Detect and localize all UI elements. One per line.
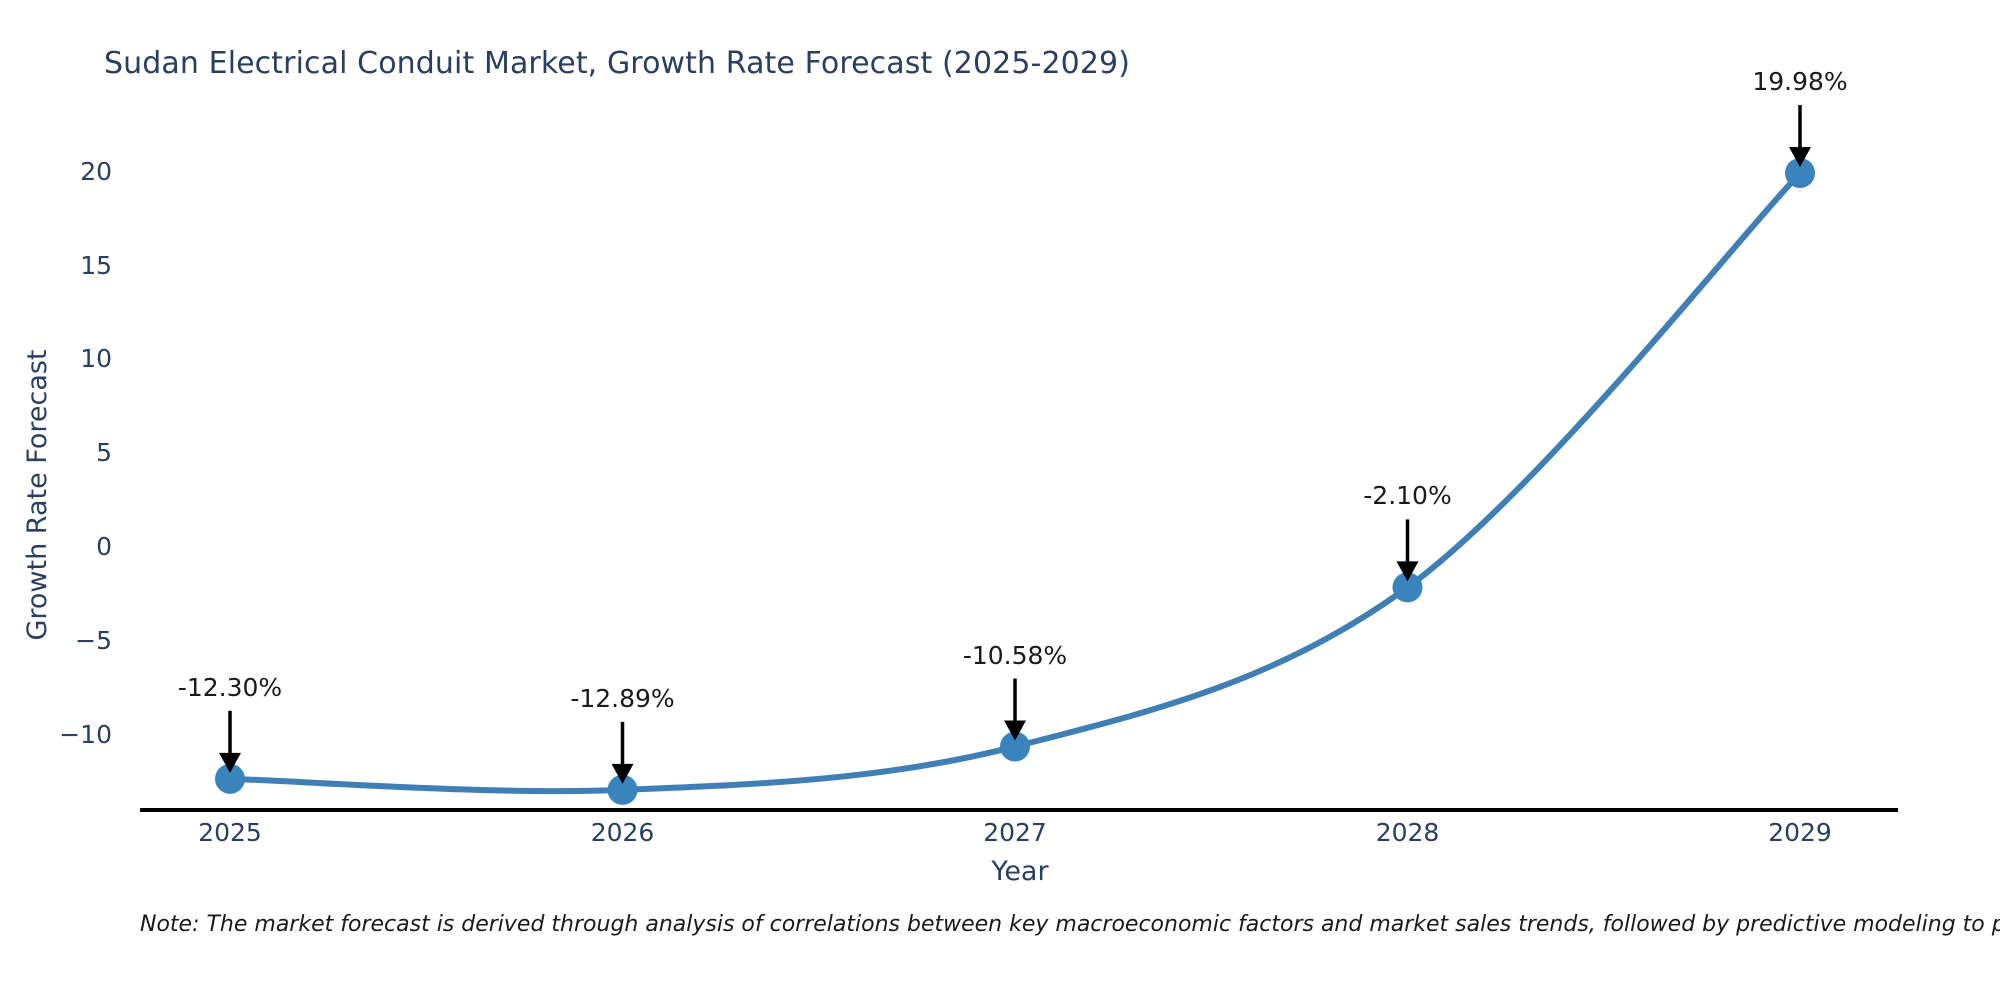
x-axis-tick-label: 2027 — [983, 818, 1047, 847]
x-axis-tick-label: 2025 — [198, 818, 262, 847]
annotation-arrow-head — [1004, 720, 1026, 741]
data-point-marker[interactable] — [607, 774, 638, 805]
y-axis-tick-label: 0 — [96, 532, 112, 561]
chart-footnote: Note: The market forecast is derived thr… — [140, 912, 2000, 937]
x-axis-tick-label: 2028 — [1375, 818, 1440, 847]
y-axis-tick-label: −5 — [75, 625, 112, 655]
annotation-arrow-head — [1396, 561, 1419, 582]
y-axis-tick-label: 20 — [80, 156, 112, 186]
data-point-label: -10.58% — [962, 640, 1068, 670]
y-axis-tick-label: 15 — [80, 250, 112, 280]
data-point-label: 19.98% — [1752, 67, 1848, 97]
annotation-arrow-head — [219, 752, 241, 773]
data-point-marker[interactable] — [215, 763, 245, 794]
y-axis-tick-label: 10 — [80, 344, 112, 374]
data-point-label: -12.89% — [570, 683, 675, 713]
annotation-arrows — [219, 105, 1811, 784]
x-axis-tick-label: 2029 — [1768, 818, 1832, 847]
series-markers — [215, 158, 1815, 805]
annotation-arrow-head — [1789, 147, 1811, 168]
data-point-label: -12.30% — [177, 672, 283, 702]
series-line-growth-rate — [227, 170, 1803, 795]
chart-title: Sudan Electrical Conduit Market, Growth … — [104, 46, 1131, 81]
data-point-marker[interactable] — [1785, 158, 1815, 189]
annotation-arrow-head — [611, 763, 634, 784]
data-point-label: -2.10% — [1363, 481, 1452, 511]
y-axis-tick-label: −10 — [59, 719, 112, 749]
data-point-marker[interactable] — [1000, 731, 1030, 762]
data-point-marker[interactable] — [1392, 572, 1423, 603]
x-axis-tick-label: 2026 — [590, 818, 655, 847]
x-axis-title: Year — [991, 856, 1049, 887]
y-axis-tick-label: 5 — [96, 438, 112, 468]
x-axis-line — [140, 808, 1898, 812]
